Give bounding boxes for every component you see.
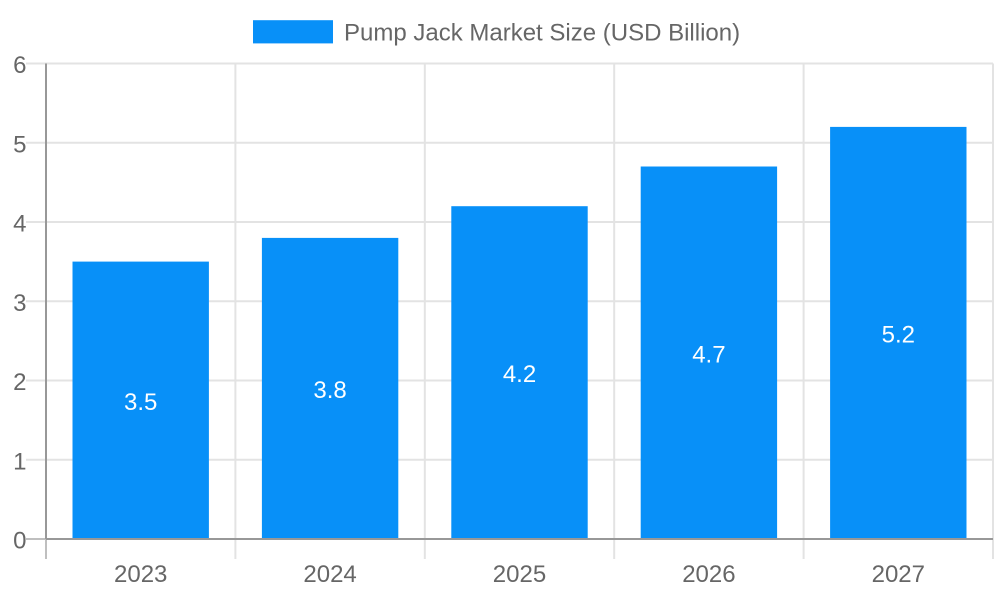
svg-text:1: 1 <box>13 448 26 475</box>
svg-text:4.7: 4.7 <box>692 341 725 368</box>
svg-text:5: 5 <box>13 131 26 158</box>
svg-text:5.2: 5.2 <box>882 322 915 349</box>
svg-text:4: 4 <box>13 211 26 238</box>
svg-text:6: 6 <box>13 52 26 79</box>
svg-text:3.5: 3.5 <box>124 389 157 416</box>
svg-text:2: 2 <box>13 369 26 396</box>
svg-text:0: 0 <box>13 528 26 555</box>
svg-text:3.8: 3.8 <box>313 377 346 404</box>
svg-text:2025: 2025 <box>493 561 546 588</box>
svg-text:3: 3 <box>13 290 26 317</box>
svg-text:2027: 2027 <box>872 561 925 588</box>
svg-text:2026: 2026 <box>682 561 735 588</box>
svg-text:2023: 2023 <box>114 561 167 588</box>
svg-text:Pump Jack Market Size (USD Bil: Pump Jack Market Size (USD Billion) <box>344 19 740 46</box>
svg-text:2024: 2024 <box>303 561 356 588</box>
svg-text:4.2: 4.2 <box>503 361 536 388</box>
